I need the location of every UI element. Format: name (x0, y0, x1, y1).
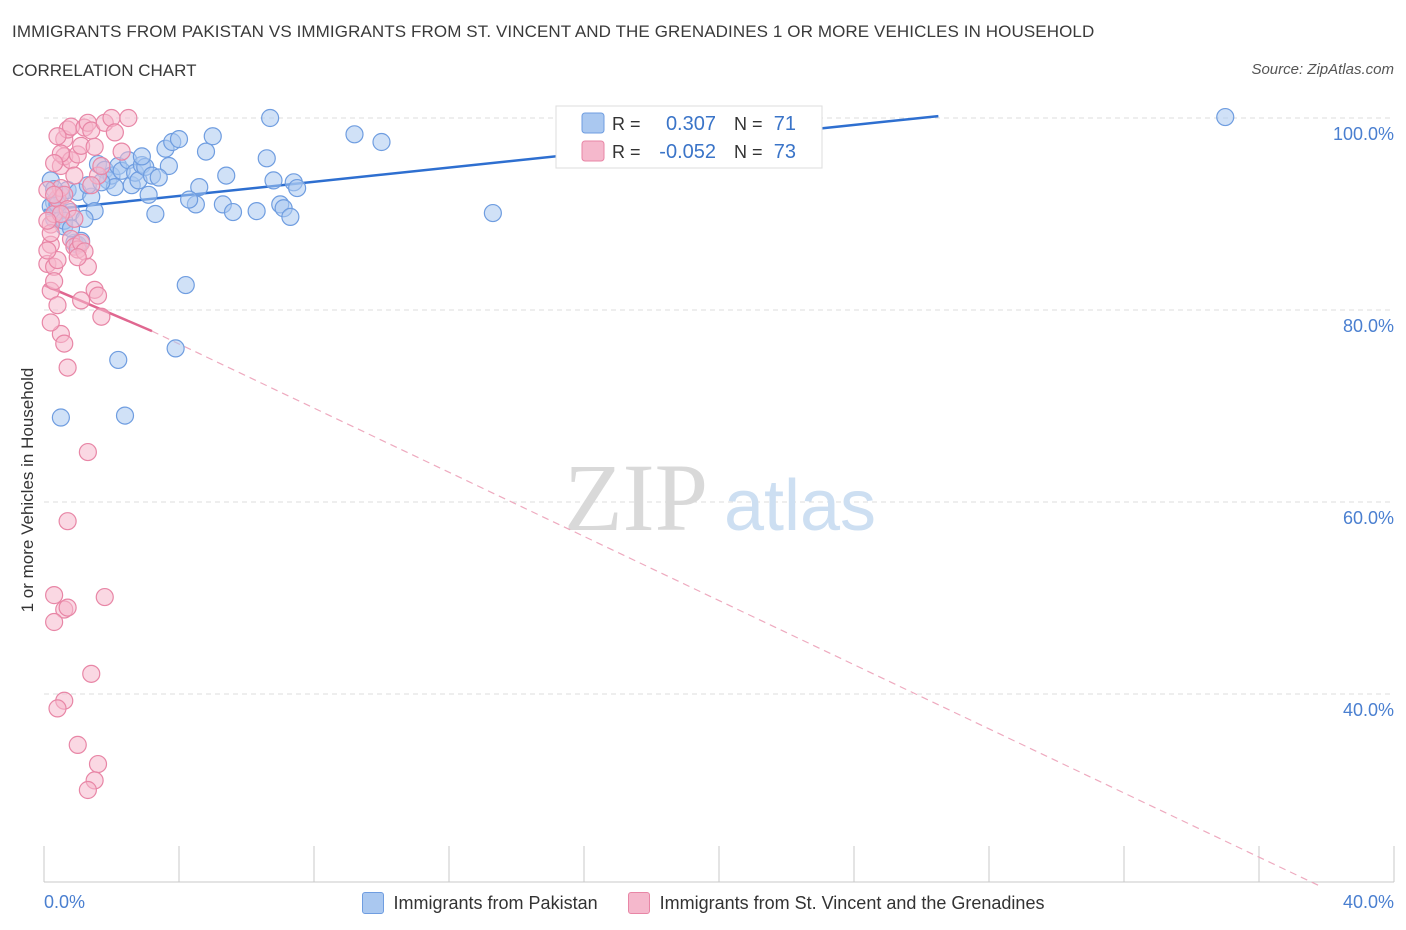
point-series-0-27 (139, 185, 158, 204)
legend-r-value-pakistan: 0.307 (666, 113, 716, 135)
point-series-1-64 (38, 241, 57, 260)
point-series-0-59 (1216, 107, 1235, 127)
series-label-pakistan: Immigrants from Pakistan (393, 892, 598, 913)
point-series-0-36 (190, 178, 209, 197)
point-series-0-53 (109, 350, 128, 370)
point-series-0-51 (345, 125, 364, 144)
point-series-1-42 (55, 334, 74, 353)
point-series-1-67 (82, 176, 101, 195)
point-series-1-45 (88, 286, 108, 305)
legend-r-label-pakistan: R = (612, 114, 641, 134)
chart-source: Source: ZipAtlas.com (1251, 61, 1394, 78)
point-series-0-37 (196, 142, 216, 161)
point-series-1-53 (95, 587, 114, 607)
point-series-1-57 (48, 699, 67, 718)
point-series-0-31 (159, 156, 178, 176)
point-series-0-42 (247, 202, 266, 221)
point-series-1-46 (92, 307, 111, 326)
y-tick-label-100: 100.0% (1333, 124, 1394, 144)
point-series-0-69 (132, 147, 151, 166)
legend-r-label-stvincent: R = (612, 142, 641, 162)
point-series-1-40 (48, 296, 67, 315)
point-series-0-54 (115, 406, 135, 425)
point-series-1-71 (68, 248, 87, 267)
point-series-0-29 (146, 204, 165, 224)
point-series-0-56 (166, 339, 185, 358)
point-series-1-55 (82, 664, 101, 683)
point-series-0-57 (483, 203, 502, 223)
y-axis-tick-labels: 100.0% 80.0% 60.0% 40.0% (1333, 124, 1394, 720)
point-series-1-43 (58, 358, 77, 377)
watermark-zip: ZIP (564, 444, 708, 551)
point-series-1-59 (88, 754, 108, 774)
data-points (38, 106, 1235, 800)
point-series-1-52 (58, 598, 77, 617)
point-series-0-50 (288, 178, 307, 198)
legend-n-label-pakistan: N = (734, 114, 763, 134)
legend-n-value-pakistan: 71 (774, 113, 796, 135)
point-series-1-25 (105, 123, 124, 142)
point-series-1-29 (45, 154, 64, 173)
point-series-0-41 (223, 202, 243, 222)
point-series-0-33 (169, 130, 189, 149)
x-axis-ticks (43, 846, 1395, 882)
grid (44, 117, 1394, 695)
point-series-1-27 (48, 127, 67, 146)
y-tick-label-40: 40.0% (1343, 700, 1394, 720)
legend-swatch-stvincent (581, 140, 605, 162)
series-legend-item-pakistan: Immigrants from Pakistan (361, 889, 598, 917)
point-series-1-72 (38, 211, 57, 230)
point-series-1-47 (72, 291, 91, 310)
legend-swatch-pakistan (581, 112, 605, 134)
point-series-0-52 (372, 132, 391, 152)
point-series-0-44 (261, 108, 280, 128)
legend-r-value-stvincent: -0.052 (659, 141, 716, 163)
point-series-0-43 (257, 149, 276, 168)
series-swatch-stvincent (627, 892, 650, 914)
point-series-1-61 (78, 780, 97, 800)
series-legend-item-stvincent: Immigrants from St. Vincent and the Gren… (627, 889, 1045, 917)
x-tick-label-min: 0.0% (44, 892, 85, 912)
point-series-0-66 (149, 168, 168, 187)
point-series-1-68 (112, 142, 131, 161)
x-tick-label-max: 40.0% (1343, 892, 1394, 912)
legend-n-value-stvincent: 73 (774, 141, 796, 163)
point-series-1-54 (45, 612, 64, 632)
point-series-0-48 (281, 207, 300, 226)
point-series-0-45 (264, 171, 283, 190)
point-series-1-14 (65, 166, 84, 185)
y-tick-label-60: 60.0% (1343, 508, 1394, 528)
trend-line-series-1 (43, 283, 153, 333)
point-series-1-39 (45, 272, 64, 291)
point-series-1-49 (58, 512, 77, 531)
stats-legend: R = 0.307 N = 71 R = -0.052 N = 73 (555, 105, 823, 169)
point-series-0-40 (217, 166, 236, 185)
series-label-stvincent: Immigrants from St. Vincent and the Gren… (659, 892, 1045, 913)
legend-n-label-stvincent: N = (734, 142, 763, 162)
y-tick-label-80: 80.0% (1343, 316, 1394, 336)
chart-title: IMMIGRANTS FROM PAKISTAN VS IMMIGRANTS F… (12, 22, 1095, 41)
point-series-1-50 (45, 586, 64, 605)
point-series-0-67 (180, 190, 199, 209)
point-series-1-20 (85, 137, 104, 156)
point-series-0-38 (203, 127, 222, 146)
series-swatch-pakistan (361, 892, 384, 914)
chart-subtitle: CORRELATION CHART (12, 61, 197, 80)
point-series-0-55 (51, 408, 70, 427)
point-series-1-22 (92, 156, 111, 176)
point-series-1-58 (68, 735, 87, 754)
point-series-0-34 (176, 275, 195, 295)
trend-extension-series-1 (151, 330, 1321, 887)
point-series-1-26 (119, 108, 138, 128)
series-legend: Immigrants from Pakistan Immigrants from… (0, 889, 1406, 917)
point-series-1-65 (41, 313, 60, 332)
watermark-atlas: atlas (724, 466, 876, 546)
point-series-1-48 (78, 442, 97, 462)
point-series-1-69 (45, 185, 64, 204)
